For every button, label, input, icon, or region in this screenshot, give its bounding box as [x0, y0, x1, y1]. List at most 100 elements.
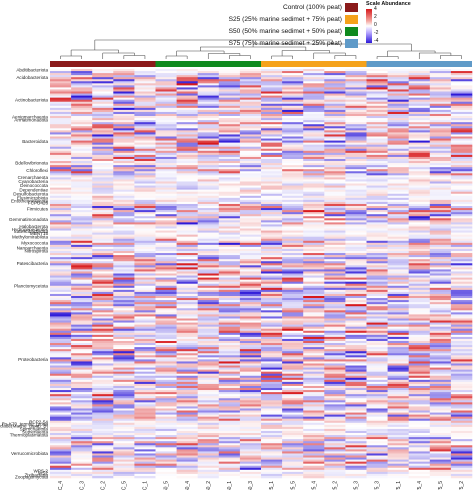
heatmap-cell	[176, 285, 198, 289]
heatmap-cell	[408, 433, 431, 436]
heatmap-cell	[134, 77, 156, 80]
heatmap-cell	[324, 240, 346, 244]
heatmap-cell	[71, 324, 93, 327]
heatmap-cell	[197, 298, 220, 301]
heatmap-cell	[282, 259, 304, 262]
heatmap-cell	[50, 132, 72, 135]
heatmap-cell	[345, 97, 367, 100]
heatmap-cell	[239, 93, 262, 96]
heatmap-cell	[408, 120, 431, 123]
heatmap-cell	[71, 345, 93, 348]
heatmap-cell	[303, 275, 325, 278]
heatmap-cell	[345, 113, 367, 117]
heatmap-cell	[92, 338, 114, 342]
heatmap-cell	[282, 156, 304, 160]
heatmap-cell	[71, 267, 93, 270]
heatmap-cell	[176, 340, 198, 344]
heatmap-cell	[261, 128, 283, 131]
heatmap-cell	[134, 93, 156, 96]
heatmap-cell	[197, 349, 220, 352]
heatmap-cell	[387, 134, 409, 137]
sample-label: S75_3	[375, 481, 381, 490]
heatmap-cell	[261, 206, 283, 209]
heatmap-cell	[450, 306, 473, 309]
heatmap-cell	[92, 71, 114, 74]
heatmap-cell	[450, 316, 473, 319]
heatmap-cell	[239, 383, 262, 387]
heatmap-cell	[50, 426, 72, 430]
heatmap-cell	[429, 304, 452, 307]
heatmap-cell	[50, 128, 72, 131]
heatmap-cell	[134, 353, 156, 356]
heatmap-cell	[450, 255, 473, 258]
heatmap-cell	[429, 279, 452, 282]
heatmap-cell	[450, 418, 473, 422]
heatmap-cell	[71, 132, 93, 135]
heatmap-cell	[71, 107, 93, 111]
heatmap-cell	[239, 375, 262, 379]
heatmap-cell	[218, 103, 241, 107]
heatmap-cell	[113, 455, 135, 458]
heatmap-cell	[239, 396, 262, 399]
heatmap-cell	[387, 473, 409, 477]
heatmap-cell	[282, 228, 304, 231]
heatmap-cell	[450, 181, 473, 184]
heatmap-cell	[92, 253, 114, 256]
heatmap-cell	[155, 371, 177, 374]
heatmap-cell	[155, 206, 177, 209]
heatmap-cell	[239, 201, 262, 205]
heatmap-cell	[218, 244, 241, 248]
heatmap-cell	[429, 390, 452, 393]
heatmap-cell	[366, 83, 388, 86]
heatmap-cell	[71, 124, 93, 127]
heatmap-cell	[303, 287, 325, 291]
heatmap-cell	[92, 161, 114, 164]
heatmap-cell	[366, 212, 388, 215]
heatmap-cell	[282, 142, 304, 145]
heatmap-cell	[218, 91, 241, 94]
heatmap-cell	[197, 412, 220, 415]
heatmap-cell	[429, 148, 452, 152]
heatmap-cell	[176, 324, 198, 327]
heatmap-cell	[155, 345, 177, 348]
heatmap-cell	[282, 381, 304, 385]
heatmap-cell	[239, 457, 262, 460]
heatmap-cell	[134, 461, 156, 464]
heatmap-cell	[197, 365, 220, 368]
heatmap-cell	[282, 424, 304, 428]
heatmap-cell	[197, 171, 220, 174]
heatmap-cell	[92, 343, 114, 346]
heatmap-cell	[113, 113, 135, 117]
heatmap-cell	[282, 388, 304, 391]
heatmap-cell	[429, 416, 452, 419]
heatmap-cell	[261, 101, 283, 105]
heatmap-cell	[92, 244, 114, 248]
heatmap-cell	[324, 150, 346, 154]
heatmap-cell	[218, 330, 241, 334]
legend-swatch	[345, 15, 358, 24]
heatmap-cell	[282, 99, 304, 103]
heatmap-cell	[303, 146, 325, 150]
heatmap-cell	[218, 228, 241, 231]
heatmap-cell	[450, 242, 473, 246]
heatmap-cell	[261, 326, 283, 330]
heatmap-cell	[324, 244, 346, 248]
heatmap-cell	[282, 161, 304, 164]
heatmap-cell	[387, 314, 409, 317]
heatmap-cell	[71, 171, 93, 174]
heatmap-cell	[450, 347, 473, 350]
heatmap-cell	[324, 281, 346, 285]
heatmap-cell	[197, 99, 220, 103]
heatmap-cell	[324, 134, 346, 137]
heatmap-cell	[324, 93, 346, 96]
heatmap-cell	[387, 73, 409, 76]
heatmap-cell	[366, 259, 388, 262]
heatmap-cell	[324, 449, 346, 452]
heatmap-cell	[71, 340, 93, 344]
heatmap-cell	[408, 128, 431, 131]
heatmap-cell	[387, 85, 409, 88]
heatmap-cell	[450, 388, 473, 391]
heatmap-cell	[92, 377, 114, 381]
heatmap-cell	[282, 103, 304, 107]
heatmap-cell	[113, 85, 135, 88]
